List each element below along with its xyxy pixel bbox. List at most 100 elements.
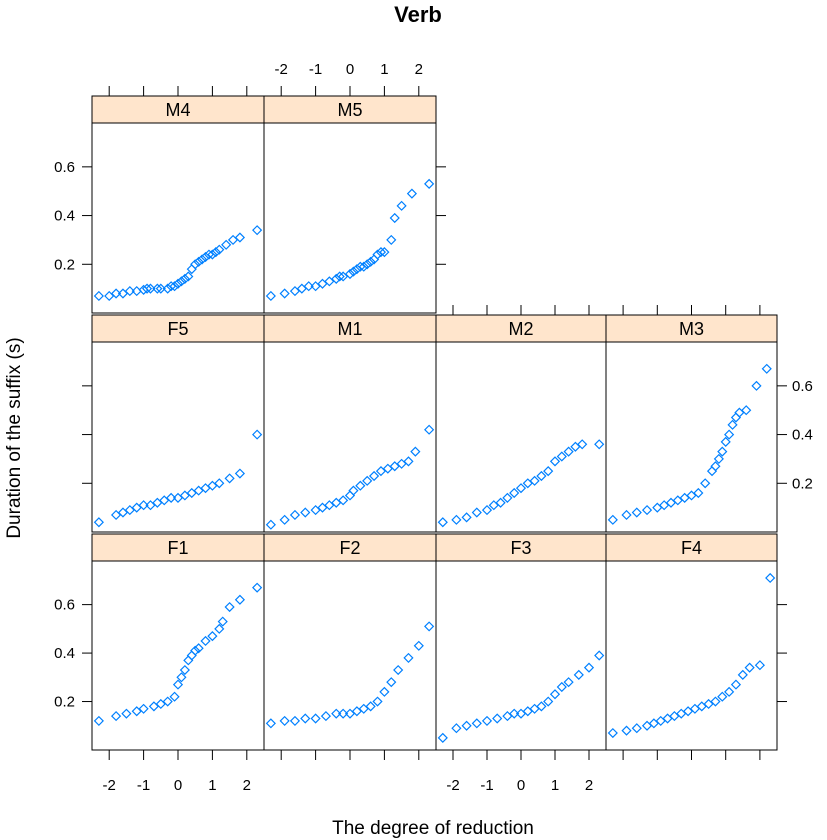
data-point-M5-0 bbox=[265, 290, 276, 302]
data-point-F2-14 bbox=[386, 677, 397, 688]
data-point-F1-16 bbox=[200, 635, 211, 647]
data-point-F3-3 bbox=[471, 718, 482, 729]
data-point-M4-14 bbox=[172, 278, 184, 289]
data-point-F2-17 bbox=[413, 640, 424, 651]
data-point-F1-12 bbox=[183, 655, 194, 666]
x-tick-label-bottom-c0-3: 1 bbox=[208, 777, 216, 794]
y-tick-label-right-2: 0.6 bbox=[792, 378, 813, 395]
data-point-F1-15 bbox=[193, 643, 204, 654]
panel-frame-F1 bbox=[91, 560, 265, 751]
y-tick-label-right-0: 0.2 bbox=[792, 475, 813, 492]
data-point-F4-0 bbox=[607, 727, 618, 739]
data-point-F3-5 bbox=[492, 713, 503, 724]
data-point-M4-10 bbox=[155, 283, 166, 294]
data-point-M1-2 bbox=[289, 509, 301, 521]
data-point-M5-23 bbox=[389, 212, 400, 224]
data-point-M2-11 bbox=[529, 475, 540, 486]
data-point-M2-18 bbox=[577, 439, 588, 450]
data-point-M5-12 bbox=[348, 266, 359, 277]
data-point-M4-26 bbox=[214, 244, 225, 255]
data-point-M4-29 bbox=[234, 232, 246, 243]
data-point-M2-4 bbox=[481, 504, 493, 516]
data-point-M4-25 bbox=[210, 247, 221, 258]
x-tick-label-bottom-c2-2: 0 bbox=[517, 777, 525, 794]
data-point-M5-25 bbox=[406, 188, 418, 199]
data-point-F4-20 bbox=[765, 572, 776, 584]
data-point-F5-16 bbox=[214, 478, 225, 489]
data-point-M5-15 bbox=[358, 261, 369, 272]
data-point-M1-20 bbox=[424, 424, 435, 435]
data-point-F1-7 bbox=[162, 696, 173, 707]
data-point-M4-27 bbox=[221, 239, 232, 250]
panel-frame-F4 bbox=[605, 560, 778, 751]
data-point-F1-4 bbox=[138, 703, 149, 714]
data-point-F1-17 bbox=[207, 631, 218, 642]
data-point-F4-19 bbox=[754, 660, 765, 671]
data-point-M4-20 bbox=[193, 256, 204, 267]
data-point-F1-2 bbox=[121, 708, 132, 719]
panel-frame-M4 bbox=[91, 122, 265, 314]
panel-strip-label-F2: F2 bbox=[339, 538, 360, 558]
data-point-F1-9 bbox=[172, 679, 184, 690]
data-point-F2-18 bbox=[424, 621, 435, 632]
data-point-M4-19 bbox=[190, 259, 201, 270]
data-point-M1-11 bbox=[355, 480, 366, 491]
data-point-F1-18 bbox=[214, 623, 225, 634]
data-point-M1-3 bbox=[300, 507, 311, 518]
data-point-M4-2 bbox=[110, 288, 122, 299]
data-point-M5-4 bbox=[303, 281, 314, 292]
panel-frame-F3 bbox=[435, 560, 607, 751]
x-tick-label-top-2: 0 bbox=[346, 61, 354, 78]
data-point-M2-1 bbox=[451, 514, 462, 525]
x-tick-label-bottom-c2-0: -2 bbox=[446, 777, 459, 794]
x-tick-label-top-4: 2 bbox=[415, 61, 423, 78]
data-point-M5-22 bbox=[386, 234, 397, 246]
data-point-F2-11 bbox=[365, 701, 376, 712]
x-axis-label: The degree of reduction bbox=[332, 818, 534, 839]
data-point-M2-6 bbox=[495, 497, 506, 508]
data-point-F2-7 bbox=[338, 708, 349, 719]
data-point-F3-0 bbox=[437, 732, 448, 743]
data-point-F3-4 bbox=[481, 715, 493, 727]
data-point-M4-30 bbox=[252, 225, 263, 236]
data-point-F1-0 bbox=[93, 715, 104, 727]
data-point-F2-0 bbox=[265, 718, 276, 729]
data-point-F1-10 bbox=[176, 672, 187, 683]
data-point-M4-24 bbox=[207, 249, 218, 260]
y-tick-label-left-r0-1: 0.4 bbox=[54, 208, 75, 225]
panel-strip-label-M2: M2 bbox=[508, 319, 533, 339]
data-point-F3-12 bbox=[543, 696, 554, 707]
data-point-F5-9 bbox=[166, 492, 177, 503]
data-point-F5-19 bbox=[252, 429, 263, 440]
data-point-F5-5 bbox=[138, 500, 149, 511]
panel-strip-M4 bbox=[91, 95, 265, 124]
data-point-F1-13 bbox=[186, 650, 197, 661]
data-point-F2-4 bbox=[310, 713, 321, 724]
x-tick-label-top-1: -1 bbox=[309, 61, 322, 78]
x-tick-label-bottom-c2-4: 2 bbox=[585, 777, 593, 794]
data-point-M2-0 bbox=[437, 517, 448, 528]
y-tick-label-right-1: 0.4 bbox=[792, 427, 813, 444]
data-point-M4-0 bbox=[93, 290, 104, 302]
data-point-F3-16 bbox=[573, 669, 584, 680]
data-point-M1-10 bbox=[348, 485, 359, 496]
data-point-F1-21 bbox=[234, 594, 246, 605]
data-point-M5-21 bbox=[379, 247, 390, 258]
data-point-F1-14 bbox=[190, 645, 201, 656]
data-point-M1-9 bbox=[344, 490, 356, 501]
data-point-M2-8 bbox=[509, 487, 520, 499]
data-point-M5-1 bbox=[279, 288, 290, 299]
data-point-M4-8 bbox=[145, 283, 156, 294]
panel-strip-label-M5: M5 bbox=[337, 100, 362, 120]
panel-strip-label-M4: M4 bbox=[165, 100, 190, 120]
data-point-M3-14 bbox=[713, 453, 724, 465]
data-point-F3-11 bbox=[536, 701, 547, 712]
data-point-F3-7 bbox=[509, 708, 520, 719]
x-tick-label-bottom-c2-1: -1 bbox=[480, 777, 493, 794]
panel-strip-label-M3: M3 bbox=[679, 319, 704, 339]
data-point-F1-8 bbox=[169, 691, 180, 702]
data-point-F3-17 bbox=[583, 662, 595, 673]
data-point-F2-16 bbox=[403, 652, 414, 664]
panel-frame-M1 bbox=[263, 341, 437, 533]
